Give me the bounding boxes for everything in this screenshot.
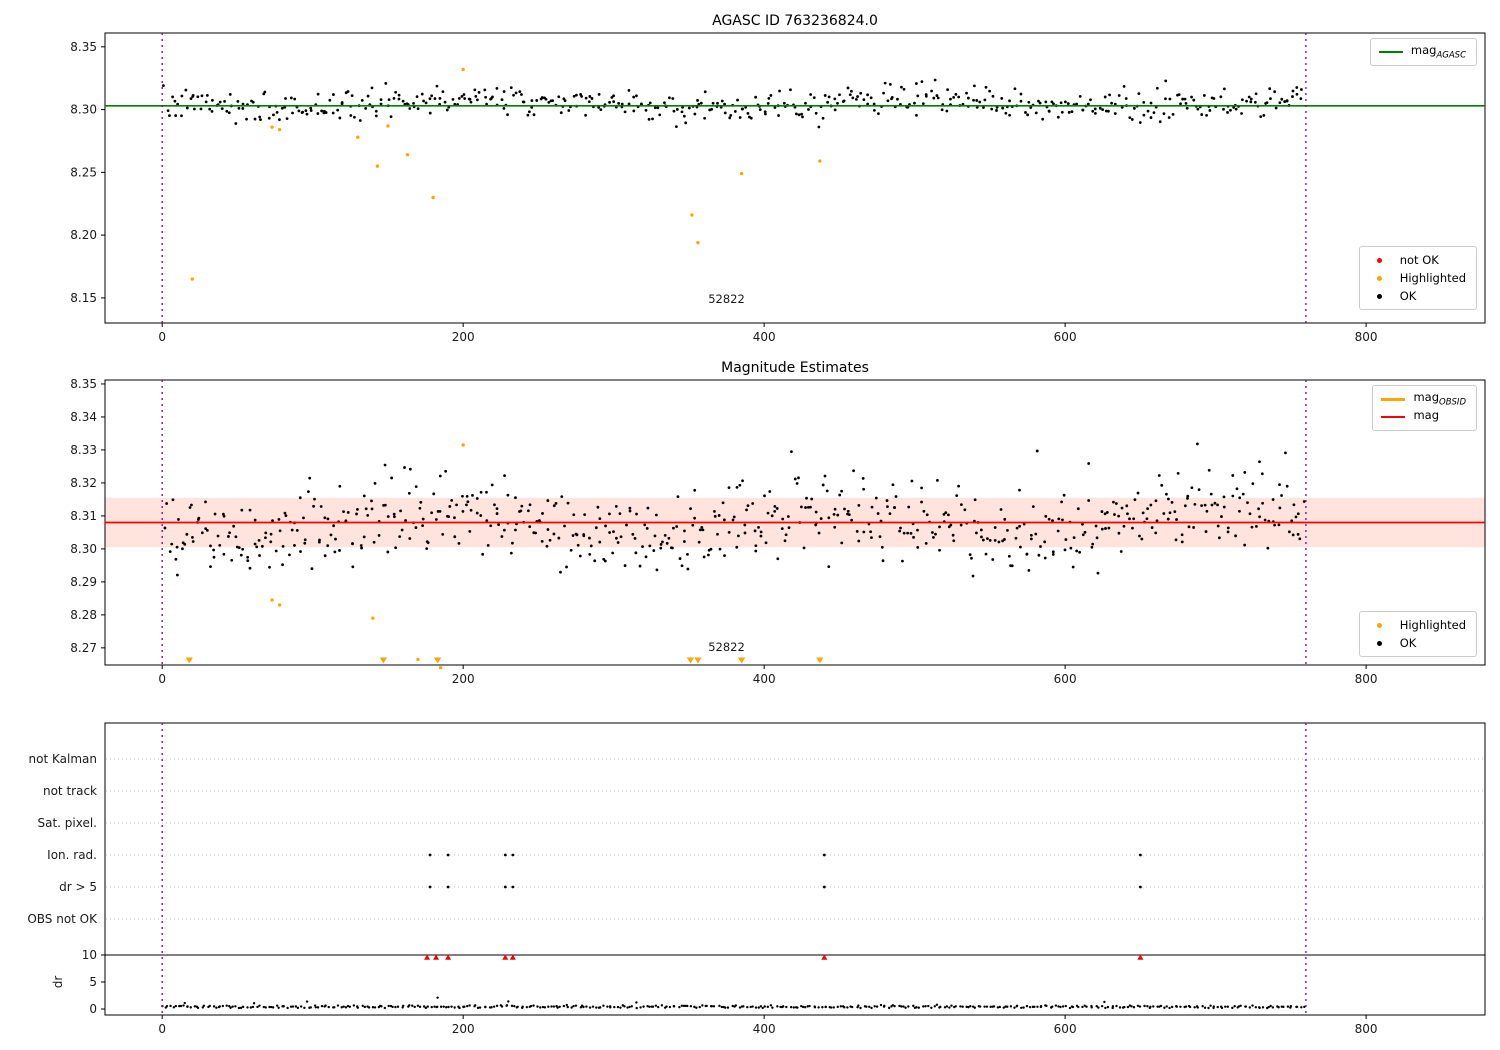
- legend-label-not-ok: not OK: [1399, 253, 1439, 267]
- svg-text:0: 0: [89, 1002, 97, 1016]
- svg-text:8.35: 8.35: [70, 377, 97, 391]
- svg-text:8.20: 8.20: [70, 228, 97, 242]
- svg-text:Ion. rad.: Ion. rad.: [47, 848, 97, 862]
- svg-text:8.30: 8.30: [70, 103, 97, 117]
- svg-text:200: 200: [452, 672, 475, 686]
- subplot-agasc-mags: 0 200 400 600 800 8.15 8.20 8.25 8.30 8.35 52822: [70, 32, 1486, 344]
- svg-text:8.35: 8.35: [70, 40, 97, 54]
- legend-label-mag-agasc: magAGASC: [1410, 43, 1466, 61]
- black-dot-icon: [1377, 293, 1383, 299]
- svg-text:10: 10: [82, 948, 97, 962]
- orange-dot-icon: [1377, 622, 1383, 628]
- svg-text:400: 400: [753, 1022, 776, 1036]
- legend-entry-ok-mid: OK: [1368, 634, 1466, 652]
- orange-line-swatch: [1381, 397, 1406, 401]
- svg-text:800: 800: [1355, 330, 1378, 344]
- svg-text:8.29: 8.29: [70, 575, 97, 589]
- legend-entry-ok: OK: [1368, 287, 1466, 305]
- plot2-title: Magnitude Estimates: [721, 360, 869, 376]
- svg-text:0: 0: [158, 1022, 166, 1036]
- legend-entry-highlighted: Highlighted: [1368, 269, 1466, 287]
- svg-text:800: 800: [1355, 672, 1378, 686]
- svg-text:600: 600: [1054, 1022, 1077, 1036]
- svg-text:8.34: 8.34: [70, 410, 97, 424]
- axes-frame: [104, 722, 1486, 1016]
- svg-text:600: 600: [1054, 330, 1077, 344]
- legend-entry-mag-agasc: magAGASC: [1378, 43, 1466, 61]
- legend-mag-agasc: magAGASC: [1369, 38, 1477, 66]
- subplot-flags-and-dr: 0 200 400 600 800 not Kalman not track Sat. pix…: [27, 722, 1486, 1036]
- legend-label-mag: mag: [1413, 408, 1440, 423]
- svg-text:200: 200: [452, 330, 475, 344]
- svg-text:0: 0: [158, 330, 166, 344]
- svg-text:8.28: 8.28: [70, 608, 97, 622]
- plot1-title: AGASC ID 763236824.0: [712, 13, 878, 29]
- black-dot-icon: [1377, 640, 1383, 646]
- svg-text:8.27: 8.27: [70, 641, 97, 655]
- legend-markers-middle: Highlighted OK: [1358, 611, 1477, 657]
- legend-label-ok-mid: OK: [1399, 636, 1417, 650]
- svg-text:dr > 5: dr > 5: [59, 880, 97, 894]
- svg-text:8.30: 8.30: [70, 542, 97, 556]
- svg-text:0: 0: [158, 672, 166, 686]
- svg-text:dr: dr: [51, 976, 65, 989]
- obsid-annotation: 52822: [708, 292, 745, 306]
- subplot-magnitude-estimates: 0 200 400 600 800 8.27 8.28 8.29 8.30 8.31 8.32 8.3…: [70, 377, 1486, 686]
- svg-text:not track: not track: [43, 784, 97, 798]
- legend-entry-mag: mag: [1381, 408, 1466, 426]
- svg-text:8.32: 8.32: [70, 476, 97, 490]
- svg-text:8.31: 8.31: [70, 509, 97, 523]
- green-line-swatch: [1378, 51, 1403, 53]
- svg-text:Sat. pixel.: Sat. pixel.: [37, 816, 97, 830]
- legend-label-mag-obsid: magOBSID: [1413, 390, 1466, 408]
- legend-label-highlighted: Highlighted: [1399, 271, 1466, 285]
- legend-mag-lines: magOBSID mag: [1372, 385, 1477, 431]
- legend-label-highlighted-mid: Highlighted: [1399, 618, 1466, 632]
- svg-text:8.33: 8.33: [70, 443, 97, 457]
- legend-label-ok: OK: [1399, 289, 1417, 303]
- legend-markers-top: not OK Highlighted OK: [1358, 246, 1477, 310]
- svg-text:8.15: 8.15: [70, 291, 97, 305]
- legend-entry-mag-obsid: magOBSID: [1381, 390, 1466, 408]
- legend-entry-highlighted-mid: Highlighted: [1368, 616, 1466, 634]
- svg-text:8.25: 8.25: [70, 165, 97, 179]
- svg-text:OBS not OK: OBS not OK: [27, 912, 98, 926]
- svg-text:not Kalman: not Kalman: [29, 752, 97, 766]
- red-line-swatch: [1381, 416, 1406, 418]
- svg-text:400: 400: [753, 330, 776, 344]
- svg-text:800: 800: [1355, 1022, 1378, 1036]
- svg-text:600: 600: [1054, 672, 1077, 686]
- axes-frame: [104, 32, 1486, 324]
- legend-entry-not-ok: not OK: [1368, 251, 1466, 269]
- svg-text:400: 400: [753, 672, 776, 686]
- svg-text:200: 200: [452, 1022, 475, 1036]
- svg-text:5: 5: [89, 975, 97, 989]
- obsid-annotation: 52822: [708, 640, 745, 654]
- red-dot-icon: [1377, 257, 1383, 263]
- orange-dot-icon: [1377, 275, 1383, 281]
